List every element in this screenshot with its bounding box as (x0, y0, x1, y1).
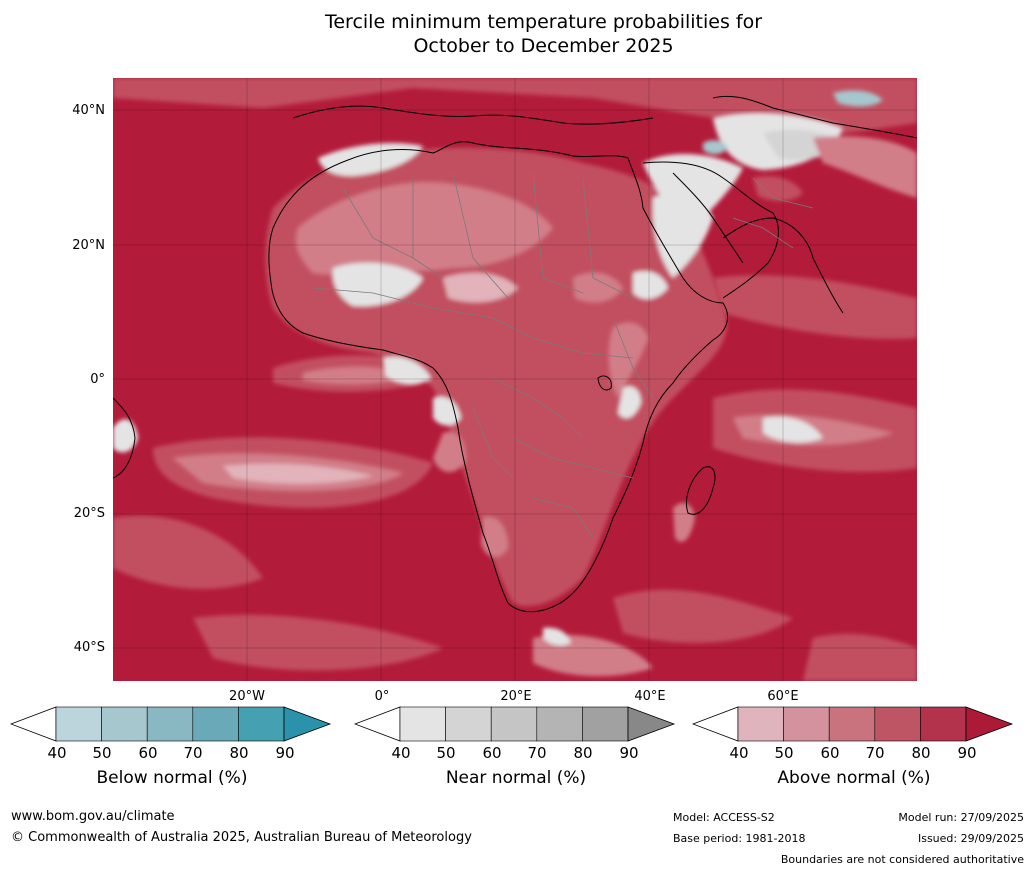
colorbar-segment (536, 706, 583, 742)
base-period: Base period: 1981-2018 (673, 832, 806, 845)
website-link[interactable]: www.bom.gov.au/climate (11, 809, 175, 824)
colorbar-segment (55, 706, 102, 742)
colorbar-segment (399, 706, 446, 742)
colorbar-segment (238, 706, 285, 742)
colorbar-tick: 90 (619, 744, 639, 762)
colorbar-above-normal (692, 706, 1014, 742)
colorbar-segment (192, 706, 239, 742)
colorbar-above-label: Above normal (%) (777, 768, 931, 788)
graticule (113, 78, 917, 681)
colorbar-near-normal (354, 706, 676, 742)
colorbar-segment (582, 706, 629, 742)
copyright-text: © Commonwealth of Australia 2025, Austra… (11, 830, 472, 845)
colorbar-tick: 80 (573, 744, 593, 762)
colorbar-extend-low (692, 706, 739, 742)
colorbar-extend-high (965, 706, 1014, 742)
colorbar-tick: 70 (527, 744, 547, 762)
colorbar-extend-low (10, 706, 57, 742)
colorbar-near-label: Near normal (%) (445, 768, 587, 788)
colorbar-tick: 90 (275, 744, 295, 762)
colorbar-tick: 80 (229, 744, 249, 762)
probability-map (113, 78, 917, 681)
model-name: Model: ACCESS-S2 (673, 811, 775, 824)
colorbar-tick: 90 (957, 744, 977, 762)
colorbar-segment (146, 706, 194, 742)
colorbar-tick: 80 (911, 744, 931, 762)
colorbar-segment (920, 706, 967, 742)
colorbar-tick: 50 (774, 744, 794, 762)
chart-title: Tercile minimum temperature probabilitie… (0, 10, 1035, 58)
colorbar-tick: 50 (92, 744, 112, 762)
lon-label-40e: 40°E (634, 689, 666, 704)
colorbar-segment (874, 706, 921, 742)
colorbar-tick: 60 (138, 744, 158, 762)
colorbar-below-normal (10, 706, 332, 742)
title-line-2: October to December 2025 (413, 35, 674, 57)
colorbar-below-label: Below normal (%) (96, 768, 248, 788)
lat-label-40n: 40°N (72, 103, 105, 118)
colorbar-tick: 40 (729, 744, 749, 762)
lon-label-60e: 60°E (767, 689, 799, 704)
colorbar-tick: 70 (865, 744, 885, 762)
coastlines (113, 95, 917, 613)
lon-label-20e: 20°E (500, 689, 532, 704)
boundaries-disclaimer: Boundaries are not considered authoritat… (780, 853, 1024, 866)
model-run-date: Model run: 27/09/2025 (898, 811, 1024, 824)
lat-label-40s: 40°S (73, 640, 105, 655)
issued-date: Issued: 29/09/2025 (917, 832, 1024, 845)
lat-label-0: 0° (90, 372, 105, 387)
colorbar-tick: 40 (47, 744, 67, 762)
colorbar-segment (737, 706, 784, 742)
colorbar-extend-low (354, 706, 401, 742)
lat-label-20n: 20°N (72, 238, 105, 253)
land-probability-areas (113, 90, 917, 607)
colorbar-extend-high (627, 706, 676, 742)
country-borders (312, 172, 814, 539)
colorbar-segment (783, 706, 830, 742)
colorbar-segment (490, 706, 538, 742)
lon-label-20w: 20°W (229, 689, 265, 704)
lon-label-0: 0° (374, 689, 390, 704)
title-line-1: Tercile minimum temperature probabilitie… (324, 11, 763, 33)
colorbar-tick: 60 (482, 744, 502, 762)
colorbar-tick: 60 (820, 744, 840, 762)
colorbar-tick: 40 (391, 744, 411, 762)
colorbar-tick: 50 (436, 744, 456, 762)
lat-label-20s: 20°S (73, 506, 105, 521)
colorbar-segment (828, 706, 876, 742)
colorbar-tick: 70 (183, 744, 203, 762)
colorbar-segment (101, 706, 148, 742)
colorbar-extend-high (283, 706, 332, 742)
colorbar-segment (445, 706, 492, 742)
